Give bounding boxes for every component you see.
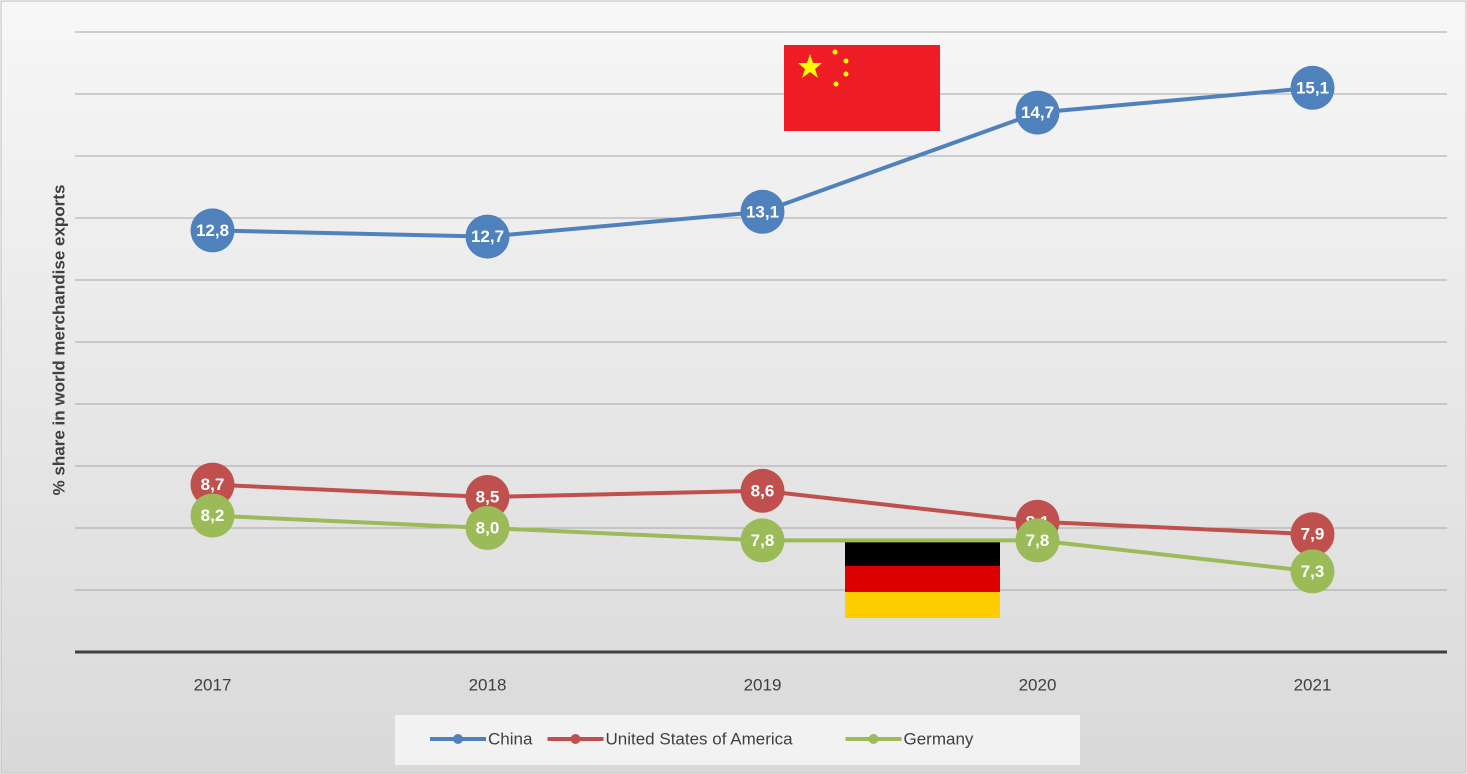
legend-swatch-marker — [868, 734, 879, 744]
marker — [1290, 549, 1335, 594]
marker — [465, 214, 510, 259]
x-tick-label: 2019 — [744, 675, 782, 694]
marker — [740, 189, 785, 234]
data-label: 8,6 — [751, 481, 775, 500]
marker — [740, 468, 785, 513]
data-label: 8,5 — [476, 487, 500, 506]
marker — [465, 506, 510, 550]
data-label: 8,7 — [201, 475, 225, 494]
marker — [740, 518, 785, 563]
data-label: 7,8 — [751, 531, 775, 550]
marker — [1290, 65, 1335, 110]
legend-swatch-marker — [453, 734, 463, 744]
data-label: 7,9 — [1301, 525, 1325, 544]
data-label: 12,7 — [471, 227, 504, 246]
legend-label: United States of America — [606, 729, 794, 748]
marker — [465, 475, 510, 519]
data-label: 8,2 — [201, 506, 225, 525]
legend-label: China — [488, 729, 533, 748]
marker — [190, 493, 235, 538]
x-tick-label: 2020 — [1019, 675, 1057, 694]
marker — [1015, 518, 1060, 563]
marker — [1015, 90, 1060, 135]
germany-flag — [845, 540, 1000, 618]
legend-swatch-marker — [570, 734, 581, 744]
x-tick-label: 2021 — [1294, 675, 1332, 694]
data-label: 12,8 — [196, 221, 229, 240]
grid — [75, 31, 1447, 653]
data-label: 14,7 — [1021, 103, 1054, 122]
data-label: 13,1 — [746, 202, 779, 221]
data-label: 7,3 — [1301, 562, 1325, 581]
marker — [190, 462, 235, 507]
marker — [1290, 512, 1335, 557]
data-label: 7,8 — [1026, 531, 1050, 550]
x-tick-label: 2018 — [469, 675, 507, 694]
marker — [190, 208, 235, 253]
china-flag — [784, 45, 940, 131]
data-label: 8,0 — [476, 518, 500, 537]
x-tick-label: 2017 — [194, 675, 232, 694]
legend — [395, 715, 1080, 765]
y-axis-label: % share in world merchandise exports — [49, 185, 68, 496]
legend-label: Germany — [904, 729, 974, 748]
data-label: 15,1 — [1296, 78, 1329, 97]
